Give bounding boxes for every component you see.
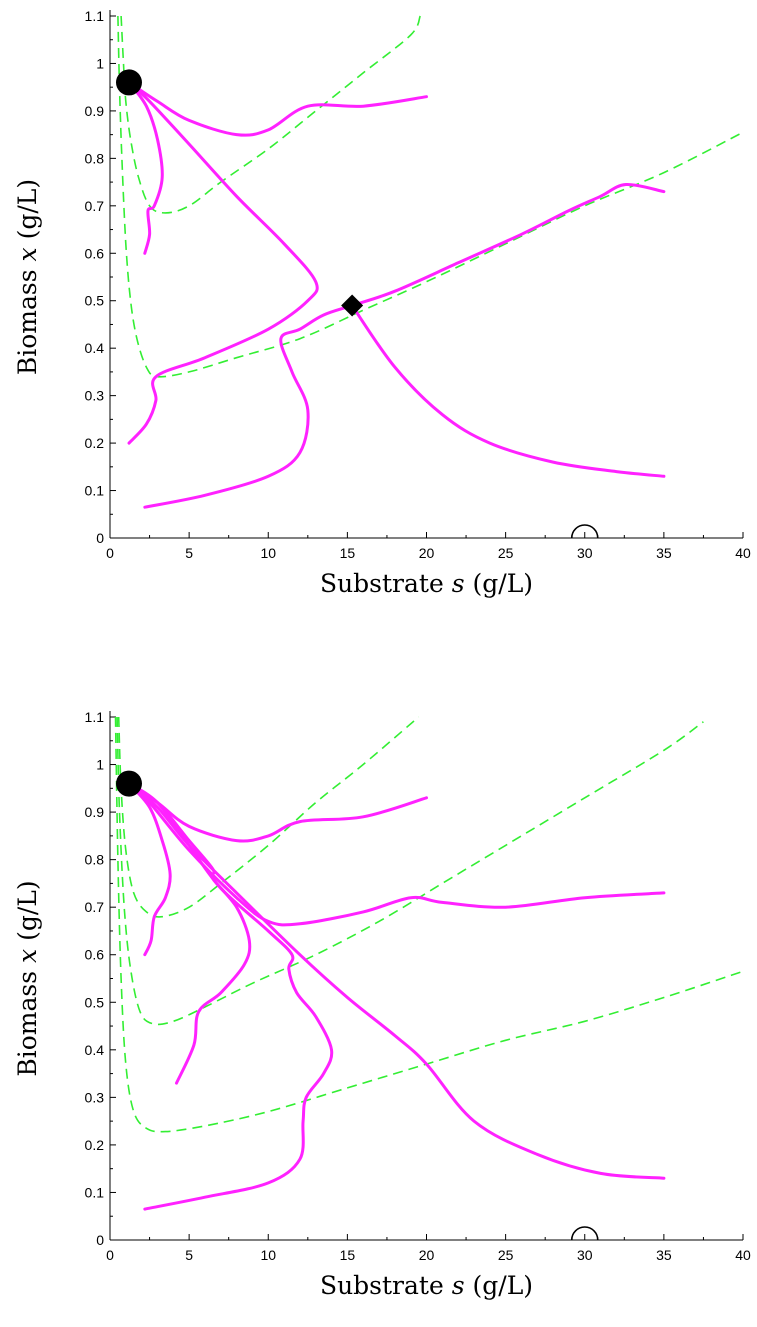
y-tick-label: 0.9 bbox=[85, 103, 105, 119]
x-tick-label: 5 bbox=[185, 1247, 193, 1263]
y-tick-label: 0.5 bbox=[85, 293, 105, 309]
curves-group bbox=[114, 716, 744, 1211]
x-tick-label: 15 bbox=[340, 545, 356, 561]
y-tick-label: 0.4 bbox=[85, 340, 105, 356]
y-tick-label: 0.6 bbox=[85, 245, 105, 261]
x-tick-label: 40 bbox=[735, 1247, 751, 1263]
y-axis-title: Biomass x (g/L) bbox=[13, 880, 42, 1076]
x-tick-label: 0 bbox=[106, 1247, 114, 1263]
saddle-point-marker bbox=[341, 294, 364, 317]
y-axis-title-text: Biomass bbox=[13, 963, 42, 1077]
x-tick-label: 25 bbox=[498, 545, 514, 561]
x-tick-label: 0 bbox=[106, 545, 114, 561]
nullcline-curve bbox=[114, 716, 744, 1133]
x-tick-label: 35 bbox=[656, 1247, 672, 1263]
y-tick-label: 0.4 bbox=[85, 1042, 105, 1058]
bottom-phase-plot: 0 5 10 15 20 25 30 35 40 0 0.1 0.2 0.3 0.4 0.5 0.6 0.7 0.… bbox=[13, 709, 751, 1300]
nullcline-curve bbox=[117, 15, 744, 378]
nullcline-curve bbox=[116, 716, 704, 1026]
y-axis-title-text: Biomass bbox=[13, 261, 42, 375]
washout-point-marker bbox=[570, 1226, 599, 1241]
trajectory-curve bbox=[127, 782, 172, 957]
x-tick-label: 30 bbox=[577, 545, 593, 561]
nullcline-curve bbox=[120, 15, 421, 214]
y-tick-label: 0.8 bbox=[85, 852, 105, 868]
y-tick-label: 0 bbox=[96, 530, 104, 546]
x-tick-label: 15 bbox=[340, 1247, 356, 1263]
x-axis-title-text: Substrate bbox=[320, 1271, 452, 1300]
x-tick-label: 40 bbox=[735, 545, 751, 561]
x-axis-title-text: Substrate bbox=[320, 569, 452, 598]
x-axis-unit: (g/L) bbox=[465, 1271, 533, 1300]
y-axis-symbol: x bbox=[13, 949, 42, 963]
nullcline-curve bbox=[117, 716, 420, 918]
y-tick-label: 0.9 bbox=[85, 804, 105, 820]
trajectory-curve bbox=[127, 80, 428, 137]
y-axis-unit: (g/L) bbox=[13, 880, 42, 948]
y-tick-label: 0.1 bbox=[85, 483, 105, 499]
trajectory-curve bbox=[127, 80, 319, 445]
trajectory-curve bbox=[127, 782, 334, 1211]
y-tick-label: 0.1 bbox=[85, 1184, 105, 1200]
y-tick-label: 0.7 bbox=[85, 899, 105, 915]
x-tick-label: 20 bbox=[419, 1247, 435, 1263]
y-tick-label: 0.5 bbox=[85, 994, 105, 1010]
y-axis-unit: (g/L) bbox=[13, 179, 42, 247]
x-tick-label: 35 bbox=[656, 545, 672, 561]
x-tick-label: 25 bbox=[498, 1247, 514, 1263]
stable-point-marker bbox=[115, 770, 142, 797]
top-phase-plot: 0 5 10 15 20 25 30 35 40 0 0.1 0.2 0.3 0.4 0.5 0.6 0.7 0.… bbox=[13, 8, 751, 598]
x-axis-unit: (g/L) bbox=[465, 569, 533, 598]
x-tick-label: 10 bbox=[260, 1247, 276, 1263]
trajectory-curve bbox=[127, 782, 666, 927]
trajectory-curve bbox=[127, 782, 252, 1085]
y-tick-label: 0.8 bbox=[85, 150, 105, 166]
y-tick-label: 0.3 bbox=[85, 388, 105, 404]
x-tick-label: 30 bbox=[577, 1247, 593, 1263]
x-tick-label: 20 bbox=[419, 545, 435, 561]
trajectory-curve bbox=[127, 782, 666, 1180]
trajectory-curve bbox=[143, 182, 666, 509]
x-axis-symbol: s bbox=[452, 569, 465, 598]
washout-point-marker bbox=[570, 524, 599, 539]
x-tick-label: 10 bbox=[260, 545, 276, 561]
y-tick-label: 1.1 bbox=[85, 709, 105, 725]
y-axis-symbol: x bbox=[13, 247, 42, 261]
y-tick-label: 0.6 bbox=[85, 947, 105, 963]
y-tick-label: 0.3 bbox=[85, 1089, 105, 1105]
trajectory-curve bbox=[127, 80, 164, 255]
y-tick-label: 0.2 bbox=[85, 435, 105, 451]
y-tick-label: 0.7 bbox=[85, 198, 105, 214]
x-axis-title: Substrate s (g/L) bbox=[320, 569, 533, 598]
x-axis-title: Substrate s (g/L) bbox=[320, 1271, 533, 1300]
curves-group bbox=[117, 15, 744, 509]
y-tick-label: 1.1 bbox=[85, 8, 105, 24]
y-tick-label: 0 bbox=[96, 1232, 104, 1248]
y-tick-label: 0.2 bbox=[85, 1137, 105, 1153]
y-tick-label: 1 bbox=[96, 55, 104, 71]
x-axis-symbol: s bbox=[452, 1271, 465, 1300]
x-tick-label: 5 bbox=[185, 545, 193, 561]
y-axis-title: Biomass x (g/L) bbox=[13, 179, 42, 375]
trajectory-curve bbox=[350, 304, 666, 478]
y-tick-label: 1 bbox=[96, 757, 104, 773]
stable-point-marker bbox=[115, 69, 142, 96]
